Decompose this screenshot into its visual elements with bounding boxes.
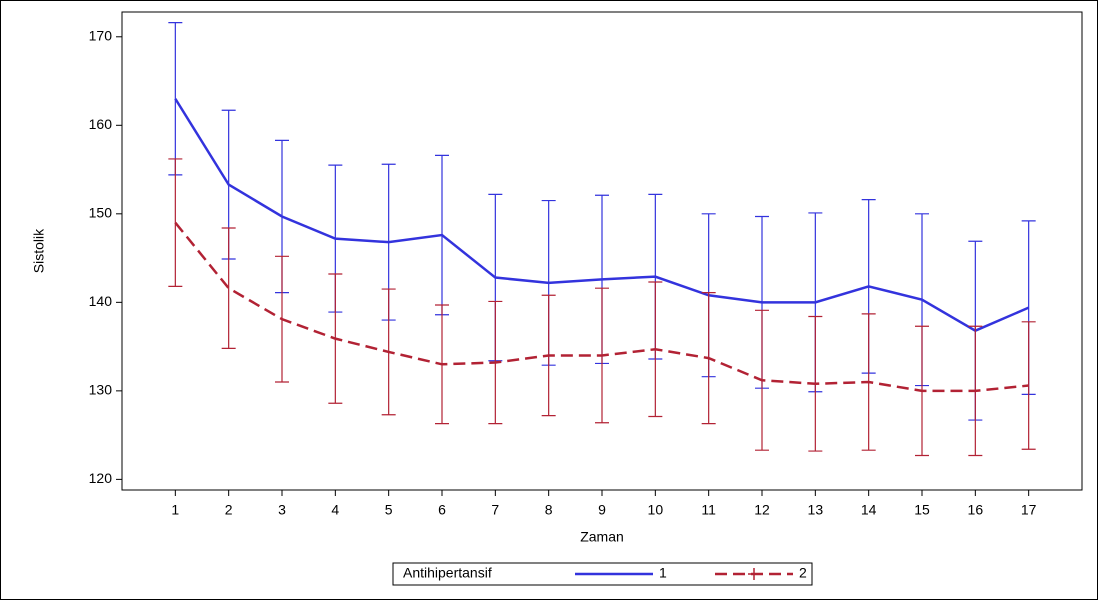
x-tick-label: 10 <box>648 502 664 518</box>
error-bar <box>1021 321 1036 450</box>
y-tick-label: 170 <box>89 27 113 43</box>
x-tick-label: 5 <box>385 502 393 518</box>
y-tick-label: 150 <box>89 205 113 221</box>
y-axis-label: Sistolik <box>31 228 47 273</box>
legend-label: 1 <box>659 565 667 581</box>
legend-box <box>392 562 813 586</box>
legend-title: Antihipertansif <box>403 565 492 581</box>
x-tick-label: 11 <box>701 502 716 518</box>
x-tick-label: 14 <box>861 502 877 518</box>
x-tick-label: 6 <box>438 502 446 518</box>
x-tick-label: 4 <box>331 502 339 518</box>
series-line <box>174 221 1029 393</box>
y-tick-label: 140 <box>89 293 113 309</box>
x-axis-label: Zaman <box>580 529 624 545</box>
y-tick-label: 160 <box>89 116 113 132</box>
x-tick-label: 2 <box>225 502 233 518</box>
error-bar <box>168 158 183 288</box>
y-tick-label: 130 <box>89 382 113 398</box>
legend-label: 2 <box>799 565 807 581</box>
x-tick-label: 3 <box>278 502 286 518</box>
x-tick-label: 8 <box>545 502 553 518</box>
x-tick-label: 1 <box>171 502 179 518</box>
legend-marker <box>748 568 760 580</box>
x-tick-label: 17 <box>1021 502 1037 518</box>
y-tick-label: 120 <box>89 470 113 486</box>
x-tick-label: 13 <box>808 502 824 518</box>
x-tick-label: 12 <box>754 502 770 518</box>
series-line <box>174 98 1030 333</box>
x-tick-label: 7 <box>491 502 499 518</box>
x-tick-label: 15 <box>914 502 930 518</box>
x-tick-label: 16 <box>968 502 984 518</box>
x-tick-label: 9 <box>598 502 606 518</box>
error-bar <box>221 227 236 349</box>
